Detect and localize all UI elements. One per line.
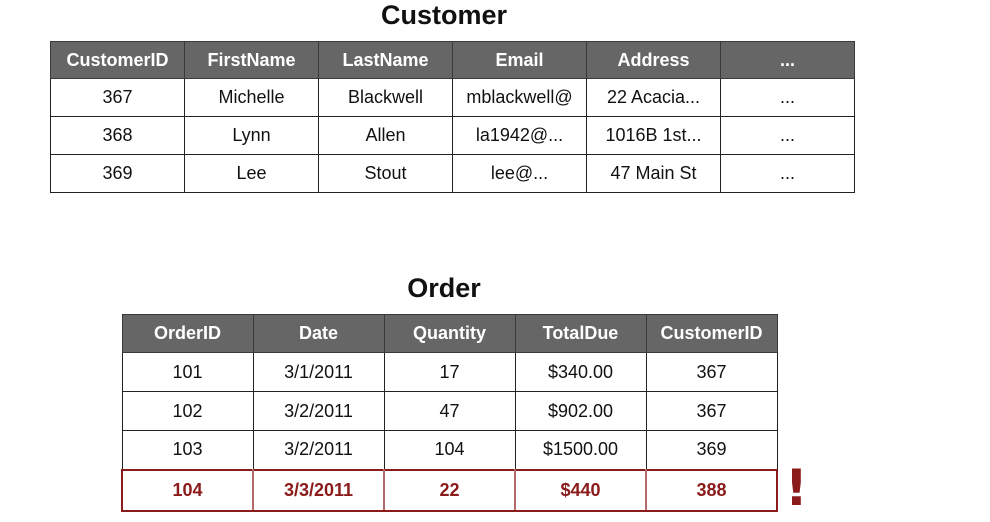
- customer-table-title: Customer: [380, 0, 508, 30]
- table-cell: 102: [121, 391, 254, 431]
- order-table-title: Order: [407, 273, 481, 303]
- table-cell: 22: [383, 468, 516, 512]
- table-cell: Lee: [184, 154, 319, 193]
- table-cell: $440: [514, 468, 647, 512]
- table-cell: 103: [121, 430, 254, 470]
- table-cell: ...: [720, 154, 855, 193]
- table-cell: 17: [383, 352, 516, 392]
- table-cell: 1016B 1st...: [586, 116, 721, 155]
- customer-col-address: Address: [586, 41, 721, 79]
- table-cell: Lynn: [184, 116, 319, 155]
- customer-col-customerid: CustomerID: [50, 41, 185, 79]
- order-col-orderid: OrderID: [121, 314, 254, 353]
- table-cell: 3/3/2011: [252, 468, 385, 512]
- table-cell: 104: [121, 468, 254, 512]
- table-cell: 22 Acacia...: [586, 78, 721, 117]
- customer-col-email: Email: [452, 41, 587, 79]
- table-row: 103 3/2/2011 104 $1500.00 369: [121, 430, 778, 470]
- table-cell: mblackwell@: [452, 78, 587, 117]
- table-cell: 369: [645, 430, 778, 470]
- table-cell: 101: [121, 352, 254, 392]
- table-row: 368 Lynn Allen la1942@... 1016B 1st... .…: [50, 116, 855, 155]
- table-cell: Blackwell: [318, 78, 453, 117]
- table-cell: $340.00: [514, 352, 647, 392]
- table-cell: 3/1/2011: [252, 352, 385, 392]
- table-cell: 104: [383, 430, 516, 470]
- table-cell: 3/2/2011: [252, 391, 385, 431]
- order-col-totaldue: TotalDue: [514, 314, 647, 353]
- table-row: 101 3/1/2011 17 $340.00 367: [121, 352, 778, 392]
- order-col-date: Date: [252, 314, 385, 353]
- order-header-row: OrderID Date Quantity TotalDue CustomerI…: [121, 314, 778, 353]
- table-cell: 367: [50, 78, 185, 117]
- table-cell: Stout: [318, 154, 453, 193]
- warning-exclamation-icon: !: [785, 459, 808, 517]
- table-cell: 388: [645, 468, 778, 512]
- order-table: OrderID Date Quantity TotalDue CustomerI…: [121, 314, 778, 512]
- table-cell: ...: [720, 116, 855, 155]
- table-cell: $902.00: [514, 391, 647, 431]
- order-col-quantity: Quantity: [383, 314, 516, 353]
- table-cell: 367: [645, 391, 778, 431]
- table-cell: Allen: [318, 116, 453, 155]
- customer-col-more: ...: [720, 41, 855, 79]
- customer-col-firstname: FirstName: [184, 41, 319, 79]
- table-cell: 369: [50, 154, 185, 193]
- table-cell: 368: [50, 116, 185, 155]
- table-cell: Michelle: [184, 78, 319, 117]
- table-cell: $1500.00: [514, 430, 647, 470]
- table-cell: 3/2/2011: [252, 430, 385, 470]
- table-cell: 47: [383, 391, 516, 431]
- customer-table: CustomerID FirstName LastName Email Addr…: [50, 41, 855, 193]
- table-cell: 47 Main St: [586, 154, 721, 193]
- table-cell: 367: [645, 352, 778, 392]
- table-row: 102 3/2/2011 47 $902.00 367: [121, 391, 778, 431]
- table-row: 369 Lee Stout lee@... 47 Main St ...: [50, 154, 855, 193]
- table-row: 367 Michelle Blackwell mblackwell@ 22 Ac…: [50, 78, 855, 117]
- customer-col-lastname: LastName: [318, 41, 453, 79]
- table-cell: ...: [720, 78, 855, 117]
- invalid-order-row: 104 3/3/2011 22 $440 388: [121, 468, 778, 512]
- order-col-customerid: CustomerID: [645, 314, 778, 353]
- table-cell: lee@...: [452, 154, 587, 193]
- table-cell: la1942@...: [452, 116, 587, 155]
- customer-header-row: CustomerID FirstName LastName Email Addr…: [50, 41, 855, 79]
